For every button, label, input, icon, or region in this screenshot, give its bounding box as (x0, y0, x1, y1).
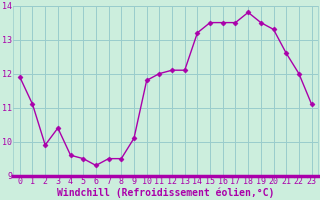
X-axis label: Windchill (Refroidissement éolien,°C): Windchill (Refroidissement éolien,°C) (57, 187, 274, 198)
